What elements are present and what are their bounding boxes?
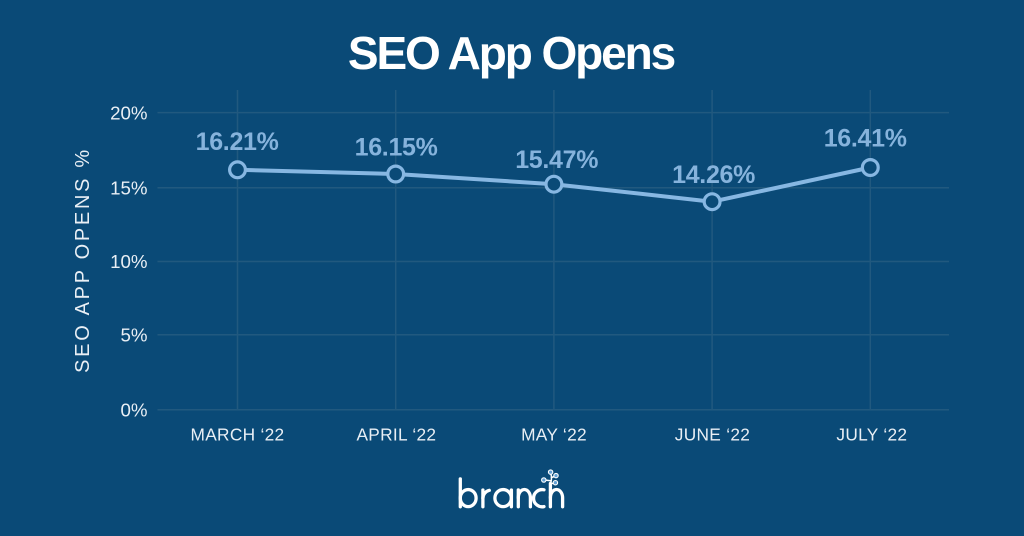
svg-text:16.15%: 16.15%	[355, 134, 438, 162]
svg-text:5%: 5%	[120, 324, 147, 345]
svg-text:14.26%: 14.26%	[672, 161, 755, 189]
svg-text:15%: 15%	[110, 177, 147, 198]
svg-text:JUNE ‘22: JUNE ‘22	[675, 425, 750, 445]
svg-text:16.41%: 16.41%	[824, 124, 907, 152]
svg-text:0%: 0%	[120, 399, 147, 420]
svg-text:MARCH ‘22: MARCH ‘22	[191, 425, 285, 445]
svg-text:APRIL ‘22: APRIL ‘22	[356, 425, 436, 445]
svg-text:SEO App Opens: SEO App Opens	[348, 27, 675, 79]
svg-text:15.47%: 15.47%	[515, 146, 598, 174]
svg-text:JULY ‘22: JULY ‘22	[836, 425, 907, 445]
svg-text:SEO APP OPENS %: SEO APP OPENS %	[72, 147, 94, 373]
svg-text:20%: 20%	[110, 103, 147, 124]
svg-text:MAY ‘22: MAY ‘22	[521, 425, 587, 445]
svg-text:10%: 10%	[110, 251, 147, 272]
svg-text:16.21%: 16.21%	[196, 128, 279, 156]
